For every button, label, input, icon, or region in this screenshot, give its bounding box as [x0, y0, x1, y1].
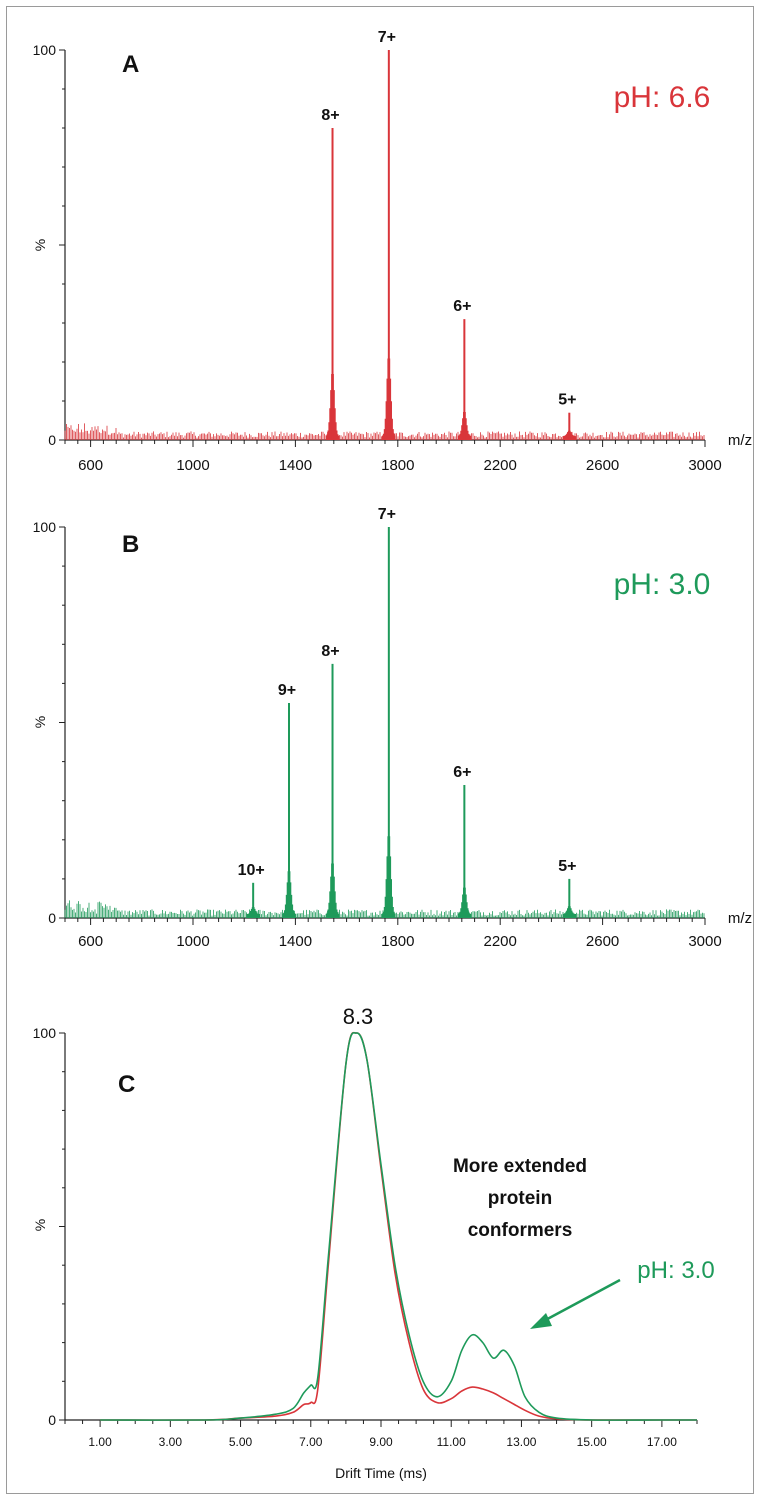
arrow-label: pH: 3.0: [637, 1257, 714, 1284]
x-tick-label: 3000: [688, 457, 721, 474]
drift-trace-green: [100, 1032, 697, 1421]
panel-label: C: [118, 1071, 135, 1098]
x-tick-label: 9.00: [369, 1435, 393, 1449]
peak-label: 7+: [378, 506, 396, 523]
x-axis-label: m/z: [728, 910, 752, 927]
arrow-head: [530, 1313, 552, 1329]
x-axis-label: m/z: [728, 432, 752, 449]
peak-label: 5+: [558, 392, 576, 409]
peak-label: 5+: [558, 858, 576, 875]
peak-label: 10+: [238, 862, 265, 879]
arrow-shaft: [539, 1278, 621, 1325]
y-axis-label: %: [32, 716, 48, 728]
x-tick-label: 1400: [279, 933, 312, 950]
condition-label: pH: 6.6: [614, 81, 711, 114]
x-tick-label: 600: [78, 933, 103, 950]
peak-label: 9+: [278, 682, 296, 699]
x-tick-label: 1400: [279, 457, 312, 474]
x-tick-label: 17.00: [647, 1435, 677, 1449]
y-tick-label: 0: [48, 1412, 56, 1428]
condition-label: pH: 3.0: [614, 568, 711, 601]
peak-label: 7+: [378, 29, 396, 46]
y-tick-label: 0: [48, 910, 56, 926]
x-tick-label: 5.00: [229, 1435, 253, 1449]
peak-label: 8+: [321, 643, 339, 660]
peak-annotation: 8.3: [343, 1004, 374, 1029]
panel-c: 0 100 1.00 3.00 5.00 7.00 9.00 11.00 13.00 15.00 1…: [32, 1004, 715, 1481]
x-tick-label: 15.00: [577, 1435, 607, 1449]
x-tick-label: 3.00: [159, 1435, 183, 1449]
annotation-line: protein: [488, 1188, 552, 1209]
x-tick-label: 2200: [484, 457, 517, 474]
panel-label: A: [122, 51, 139, 78]
x-tick-label: 7.00: [299, 1435, 323, 1449]
x-tick-label: 2600: [586, 933, 619, 950]
x-tick-label: 1800: [381, 933, 414, 950]
panel-b: 0 100 600 1000 1400 1800 2200 2600 3000% m/z B 10+ 9…: [32, 506, 752, 950]
y-tick-label: 100: [33, 42, 57, 58]
y-tick-label: 100: [33, 519, 57, 535]
drift-trace-red: [100, 1031, 697, 1421]
x-tick-label: 1800: [381, 457, 414, 474]
x-tick-label: 600: [78, 457, 103, 474]
x-tick-label: 3000: [688, 933, 721, 950]
x-tick-label: 1.00: [88, 1435, 112, 1449]
peak-label: 8+: [321, 107, 339, 124]
panel-label: B: [122, 531, 139, 558]
y-axis-label: %: [32, 1219, 48, 1231]
annotation-line: conformers: [468, 1220, 573, 1241]
y-axis-label: %: [32, 239, 48, 251]
y-tick-label: 100: [33, 1025, 57, 1041]
x-tick-label: 2200: [484, 933, 517, 950]
x-tick-label: 1000: [176, 457, 209, 474]
panel-a: 0 100 600 1000 1400 1800 2200 2600 3000% m/z A 8+ 7+…: [32, 29, 752, 474]
x-tick-label: 2600: [586, 457, 619, 474]
peak-label: 6+: [453, 764, 471, 781]
x-tick-label: 11.00: [437, 1435, 466, 1449]
x-tick-label: 13.00: [506, 1435, 536, 1449]
figure-frame: [6, 6, 754, 1494]
peak-label: 6+: [453, 298, 471, 315]
y-tick-label: 0: [48, 432, 56, 448]
annotation-line: More extended: [453, 1156, 587, 1177]
x-tick-label: 1000: [176, 933, 209, 950]
x-axis-label: Drift Time (ms): [335, 1465, 427, 1481]
